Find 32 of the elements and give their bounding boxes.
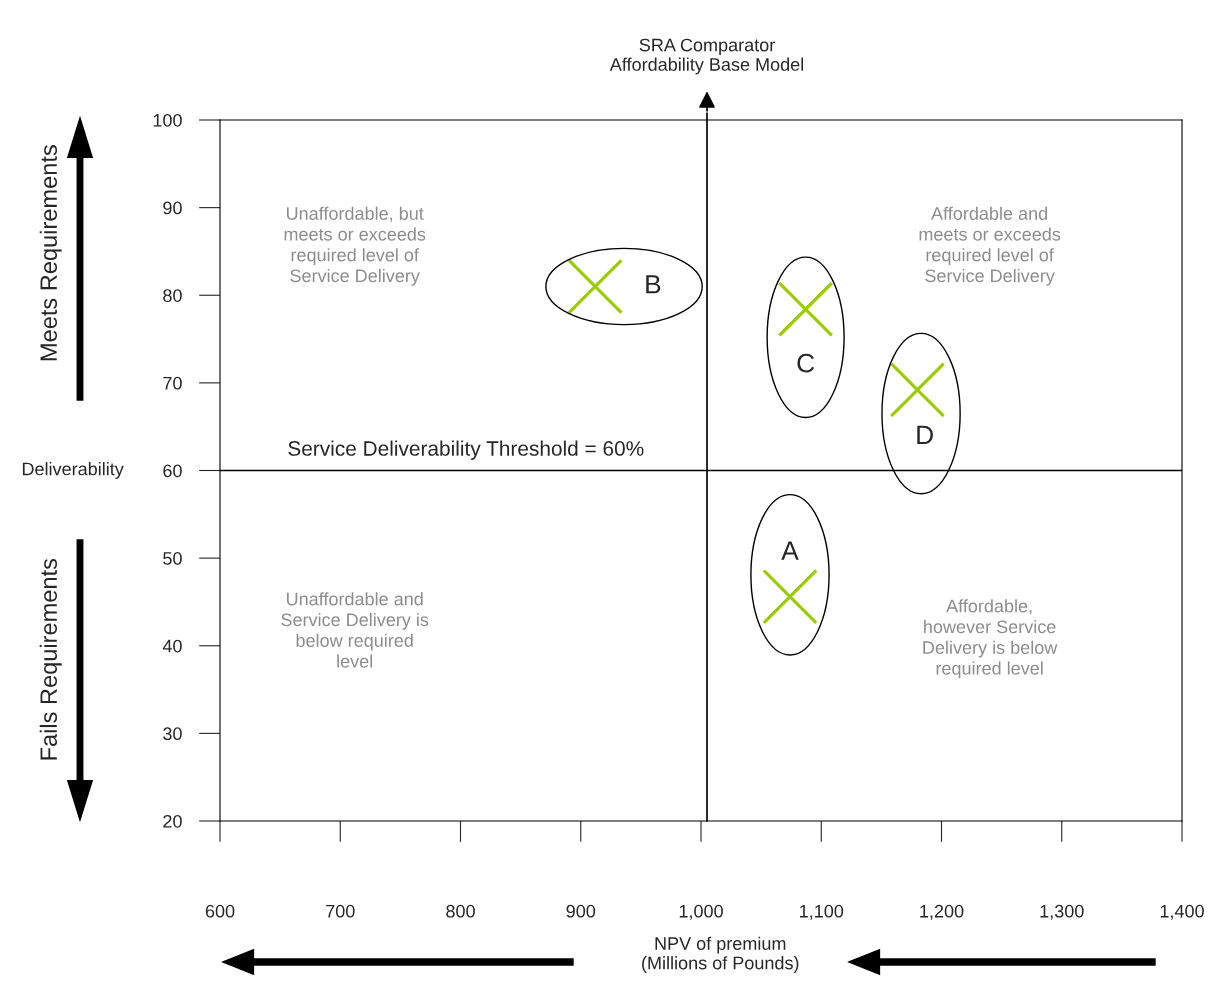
text: Fails Requirements (39, 558, 62, 760)
annotation: A (781, 541, 799, 560)
x-tick-label: 1,300 (1040, 904, 1084, 920)
x-tick-label: 1,200 (920, 904, 964, 920)
y-axis-title: Deliverability (22, 462, 124, 479)
annotation: D (917, 425, 933, 445)
annotation: B (646, 275, 661, 294)
y-tick-label: 80 (163, 289, 182, 302)
ref-line-label: SRA Comparator Affordability Base Model (609, 38, 803, 75)
x-tick-label: 600 (205, 904, 235, 918)
annotation: Unaffordable, but meets or exceeds required level of Service Delivery (284, 206, 426, 286)
y-tick-label: 100 (153, 113, 182, 127)
x-tick-label: 800 (446, 904, 475, 918)
annotation: Affordable and meets or exceeds required level of Service Delivery (919, 206, 1061, 286)
y-tick-label: 20 (163, 814, 182, 828)
y-tick-label: 50 (163, 552, 182, 565)
y-tick-label: 70 (163, 376, 182, 390)
ref-line-label: Service Deliverability Threshold = 60% (288, 440, 644, 460)
annotation: Unaffordable and Service Delivery is below required level (281, 592, 429, 668)
x-tick-label: 700 (326, 904, 355, 918)
x-tick-label: 1,100 (800, 904, 844, 920)
text: Meets Requirements (39, 145, 62, 361)
annotation: C (797, 353, 815, 373)
x-axis-title: NPV of premium (Millions of Pounds) (642, 936, 799, 973)
x-tick-label: 1,400 (1160, 904, 1204, 920)
y-tick-label: 60 (163, 464, 182, 478)
annotation: Affordable, however Service Delivery is below required level (923, 599, 1058, 679)
y-tick-label: 40 (162, 639, 182, 653)
y-tick-label: 90 (163, 201, 182, 215)
y-tick-label: 30 (163, 727, 182, 741)
x-tick-label: 900 (566, 904, 596, 918)
x-tick-label: 1,000 (679, 904, 723, 920)
